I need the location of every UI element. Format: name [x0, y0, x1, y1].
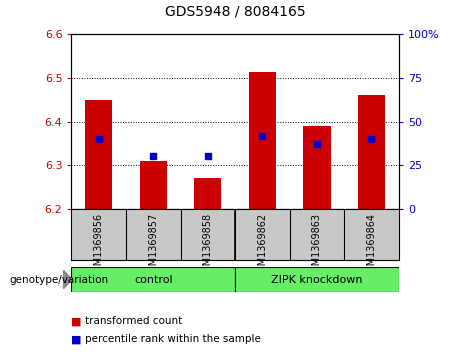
- Text: ■: ■: [71, 334, 82, 344]
- Text: GSM1369856: GSM1369856: [94, 213, 104, 278]
- Text: percentile rank within the sample: percentile rank within the sample: [85, 334, 261, 344]
- Bar: [85, 100, 112, 209]
- Bar: [71, 267, 235, 292]
- Text: GDS5948 / 8084165: GDS5948 / 8084165: [165, 4, 306, 18]
- Text: GSM1369863: GSM1369863: [312, 213, 322, 278]
- Text: transformed count: transformed count: [85, 316, 183, 326]
- Text: genotype/variation: genotype/variation: [9, 274, 108, 285]
- Text: ZIPK knockdown: ZIPK knockdown: [271, 274, 363, 285]
- Bar: [194, 178, 221, 209]
- Text: GSM1369858: GSM1369858: [203, 213, 213, 278]
- Text: GSM1369864: GSM1369864: [366, 213, 377, 278]
- Text: GSM1369857: GSM1369857: [148, 213, 158, 278]
- Bar: [358, 95, 385, 209]
- Polygon shape: [64, 270, 72, 289]
- Bar: [140, 161, 167, 209]
- Text: control: control: [134, 274, 172, 285]
- Bar: [303, 126, 331, 209]
- Text: GSM1369862: GSM1369862: [257, 213, 267, 278]
- Text: ■: ■: [71, 316, 82, 326]
- Bar: [249, 72, 276, 209]
- Bar: [235, 267, 399, 292]
